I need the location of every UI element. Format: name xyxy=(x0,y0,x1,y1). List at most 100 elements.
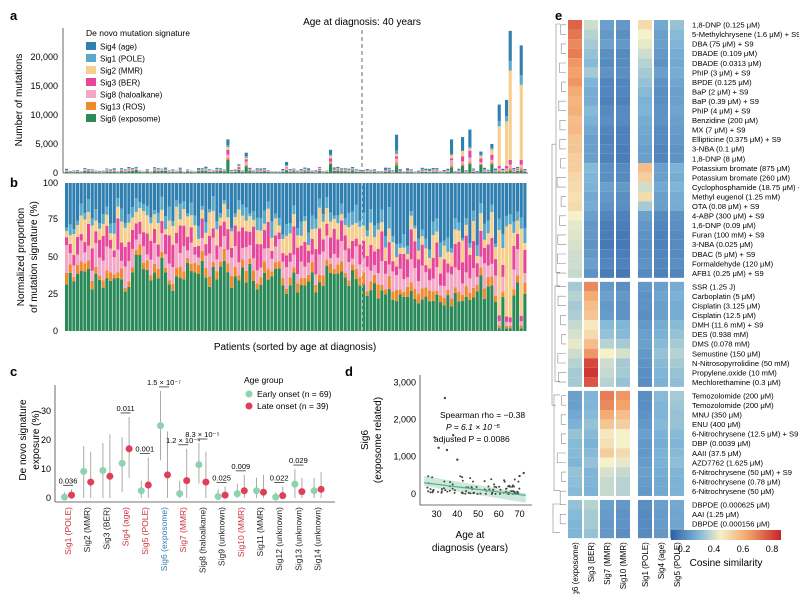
bar-b-22-sig3 xyxy=(146,233,149,254)
heatmap-cell-32-5 xyxy=(654,330,668,340)
bar-b-40-sig2 xyxy=(212,211,215,229)
bar-b-109-sig4 xyxy=(465,183,468,218)
heatmap-cell-36-3 xyxy=(616,368,630,378)
bar-b-50-sig13 xyxy=(248,258,251,263)
bar-b-22-sig2 xyxy=(146,215,149,233)
bar-b-0-sig2 xyxy=(65,231,68,237)
bar-b-15-sig1 xyxy=(120,209,123,222)
heatmap-cell-9-6 xyxy=(670,106,684,116)
bar-b-51-sig2 xyxy=(252,220,255,227)
colorbar-label: Cosine similarity xyxy=(690,558,763,569)
bar-b-90-sig6 xyxy=(395,301,398,331)
bar-b-66-sig3 xyxy=(307,251,310,263)
bar-b-100-sig3 xyxy=(432,258,435,279)
bar-b-106-sig13 xyxy=(454,287,457,293)
bar-a-101-sig8 xyxy=(435,171,438,172)
bar-b-98-sig3 xyxy=(424,265,427,272)
bar-a-108-sig1 xyxy=(461,150,464,151)
bar-b-82-sig6 xyxy=(366,296,369,331)
bar-b-83-sig1 xyxy=(369,209,372,222)
bar-a-26-sig8 xyxy=(160,170,163,171)
heatmap-cell-24-1 xyxy=(584,249,598,259)
bar-a-69-sig3 xyxy=(318,169,321,170)
bar-b-50-sig2 xyxy=(248,216,251,231)
bar-b-20-sig6 xyxy=(138,255,141,331)
heatmap-cell-3-3 xyxy=(616,49,630,59)
bar-b-94-sig6 xyxy=(410,291,413,331)
scatter-point-d-14 xyxy=(472,481,474,483)
bar-b-48-sig13 xyxy=(241,260,244,268)
bar-b-28-sig6 xyxy=(168,284,171,331)
bar-b-117-sig4 xyxy=(494,183,497,244)
y-tick-c-1: 10 xyxy=(41,464,51,474)
heatmap-cell-21-2 xyxy=(600,221,614,231)
heatmap-cell-5-1 xyxy=(584,68,598,78)
bar-b-109-sig1 xyxy=(465,218,468,225)
heatmap-cell-28-5 xyxy=(654,291,668,301)
bar-a-124-sig6 xyxy=(520,171,523,173)
bar-b-108-sig3 xyxy=(461,262,464,283)
bar-b-37-sig6 xyxy=(201,261,204,331)
bar-a-21-sig6 xyxy=(142,172,145,173)
heatmap-cell-1-4 xyxy=(638,30,652,40)
bar-a-31-sig3 xyxy=(179,169,182,170)
bar-b-87-sig4 xyxy=(384,183,387,236)
bar-b-65-sig2 xyxy=(303,221,306,242)
heatmap-cell-49-2 xyxy=(600,500,614,510)
bar-b-71-sig2 xyxy=(325,208,328,224)
bar-b-112-sig1 xyxy=(476,245,479,256)
bar-b-35-sig6 xyxy=(193,273,196,331)
scatter-point-d-25 xyxy=(517,481,519,483)
bar-a-53-sig3 xyxy=(259,170,262,171)
bar-b-20-sig3 xyxy=(138,222,141,234)
bar-a-84-sig6 xyxy=(373,172,376,173)
bar-a-101-sig6 xyxy=(435,172,438,173)
bar-a-37-sig6 xyxy=(201,171,204,173)
bar-a-19-sig3 xyxy=(135,169,138,170)
heatmap-cell-50-3 xyxy=(616,510,630,520)
bar-b-119-sig6 xyxy=(501,297,504,331)
bar-b-116-sig3 xyxy=(490,238,493,264)
legend-swatch-sig6 xyxy=(86,114,96,122)
bar-a-13-sig2 xyxy=(113,170,116,171)
bar-a-27-sig4 xyxy=(164,168,167,169)
bar-b-80-sig1 xyxy=(358,221,361,227)
heatmap-cell-42-3 xyxy=(616,429,630,439)
heatmap-row-label-48: 6-Nitrochrysene (50 μM) xyxy=(692,487,774,496)
scatter-point-d-91 xyxy=(509,486,511,488)
bar-a-122-sig6 xyxy=(512,172,515,173)
heatmap-cell-39-6 xyxy=(670,400,684,410)
bar-b-43-sig4 xyxy=(223,183,226,200)
bar-b-3-sig13 xyxy=(76,265,79,274)
bar-b-117-sig1 xyxy=(494,244,497,247)
bar-b-60-sig13 xyxy=(285,289,288,294)
bar-b-88-sig1 xyxy=(388,207,391,228)
heatmap-cell-35-2 xyxy=(600,358,614,368)
bar-b-13-sig2 xyxy=(113,234,116,251)
bar-b-21-sig4 xyxy=(142,183,145,204)
bar-b-110-sig8 xyxy=(468,278,471,292)
bar-b-43-sig13 xyxy=(223,249,226,261)
bar-b-105-sig8 xyxy=(450,274,453,298)
bar-a-49-sig6 xyxy=(245,166,248,173)
bar-b-11-sig4 xyxy=(105,183,108,207)
bar-b-112-sig4 xyxy=(476,183,479,245)
heatmap-col-label-1: Sig3 (BER) xyxy=(587,542,596,582)
heatmap-cell-41-2 xyxy=(600,420,614,430)
bar-b-12-sig6 xyxy=(109,281,112,331)
bar-b-104-sig4 xyxy=(446,183,449,238)
bar-b-30-sig13 xyxy=(175,268,178,277)
heatmap-cell-46-0 xyxy=(568,467,582,477)
bar-a-78-sig6 xyxy=(351,171,354,173)
scatter-point-d-43 xyxy=(452,488,454,490)
bar-b-26-sig4 xyxy=(160,183,163,197)
bar-a-90-sig13 xyxy=(395,162,398,165)
bar-b-86-sig8 xyxy=(380,261,383,285)
bar-b-60-sig1 xyxy=(285,224,288,236)
bar-a-63-sig6 xyxy=(296,172,299,173)
heatmap-cell-11-6 xyxy=(670,125,684,135)
category-label-c-4: Sig5 (POLE) xyxy=(140,507,150,555)
point-early-0 xyxy=(61,494,68,501)
heatmap-cell-31-4 xyxy=(638,320,652,330)
bar-b-72-sig3 xyxy=(329,237,332,258)
